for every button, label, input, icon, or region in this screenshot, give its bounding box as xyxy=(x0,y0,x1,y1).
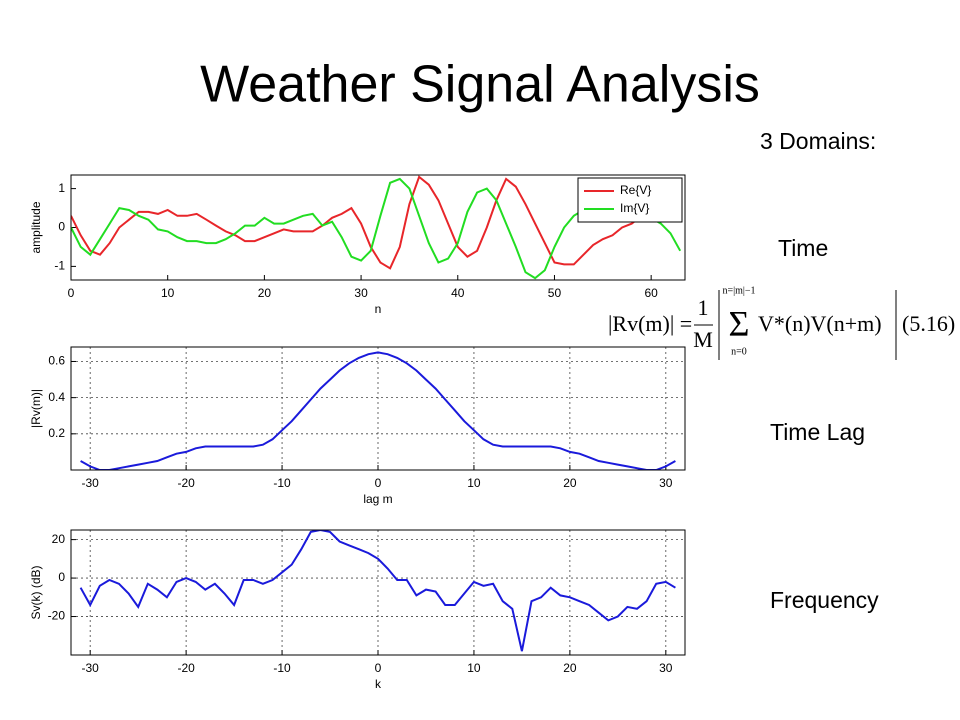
x-tick-label: 50 xyxy=(548,286,562,300)
x-tick-label: 10 xyxy=(467,661,481,675)
x-tick-label: -30 xyxy=(82,661,100,675)
x-tick-label: -10 xyxy=(273,476,291,490)
y-tick-label: 0.2 xyxy=(48,426,65,440)
x-tick-label: 20 xyxy=(258,286,272,300)
eq-tag: (5.16) xyxy=(902,311,955,336)
domain-label: Time xyxy=(778,235,828,261)
equation: |Rv(m)| = 1 M n=|m|−1 Σ n=0 V*(n)V(n+m) … xyxy=(608,285,955,360)
legend-label: Im{V} xyxy=(620,201,649,215)
eq-body: V*(n)V(n+m) xyxy=(758,311,882,336)
line xyxy=(79,530,676,652)
domain-label: Time Lag xyxy=(770,419,865,445)
x-tick-label: 20 xyxy=(563,661,577,675)
eq-sum-top: n=|m|−1 xyxy=(722,285,755,296)
x-tick-label: -20 xyxy=(177,661,195,675)
x-tick-label: 20 xyxy=(563,476,577,490)
x-tick-label: 10 xyxy=(161,286,175,300)
domain-label: Frequency xyxy=(770,587,879,613)
y-tick-label: -1 xyxy=(54,259,65,273)
eq-num: 1 xyxy=(698,295,709,320)
y-tick-label: 0.4 xyxy=(48,390,65,404)
x-axis-label: lag m xyxy=(363,492,392,506)
x-tick-label: 30 xyxy=(659,476,673,490)
x-tick-label: -10 xyxy=(273,661,291,675)
y-tick-label: 1 xyxy=(58,181,65,195)
x-tick-label: 40 xyxy=(451,286,465,300)
eq-den: M xyxy=(693,327,713,352)
y-tick-label: 0 xyxy=(58,220,65,234)
axes-frame xyxy=(70,529,686,656)
y-axis-label: |Rv(m)| xyxy=(29,389,43,428)
eq-lhs: |Rv(m)| = xyxy=(608,311,692,336)
y-axis-label: amplitude xyxy=(29,201,43,253)
line xyxy=(80,351,676,470)
axes-frame xyxy=(70,346,686,471)
y-tick-label: 20 xyxy=(52,532,66,546)
series-group xyxy=(80,351,676,470)
x-tick-label: 30 xyxy=(354,286,368,300)
x-tick-label: -20 xyxy=(177,476,195,490)
chart: -30 -20 -10 0 10 20 30 -20 0 20 k Sv(k) (dB) xyxy=(29,529,686,691)
x-axis-label: n xyxy=(375,302,382,316)
x-axis-label: k xyxy=(375,677,382,691)
slide-title: Weather Signal Analysis xyxy=(200,56,760,114)
legend-label: Re{V} xyxy=(620,183,651,197)
y-axis-label: Sv(k) (dB) xyxy=(29,565,43,619)
y-tick-label: -20 xyxy=(48,609,66,623)
x-tick-label: 0 xyxy=(375,476,382,490)
subtitle: 3 Domains: xyxy=(760,128,876,154)
y-tick-label: 0 xyxy=(58,570,65,584)
legend-box xyxy=(577,177,683,223)
y-tick-label: 0.6 xyxy=(48,354,65,368)
x-tick-label: 0 xyxy=(68,286,75,300)
x-tick-label: 0 xyxy=(375,661,382,675)
chart: -30 -20 -10 0 10 20 30 0.2 0.4 0.6 lag m |Rv(m)| xyxy=(29,346,686,506)
eq-sigma: Σ xyxy=(729,303,750,343)
x-tick-label: 30 xyxy=(659,661,673,675)
series-group xyxy=(79,530,676,652)
x-tick-label: 60 xyxy=(644,286,658,300)
legend: Re{V} Im{V} xyxy=(577,177,683,223)
axes-frame xyxy=(70,174,686,281)
line xyxy=(71,175,681,270)
eq-sum-bottom: n=0 xyxy=(731,346,747,357)
x-tick-label: -30 xyxy=(82,476,100,490)
x-tick-label: 10 xyxy=(467,476,481,490)
